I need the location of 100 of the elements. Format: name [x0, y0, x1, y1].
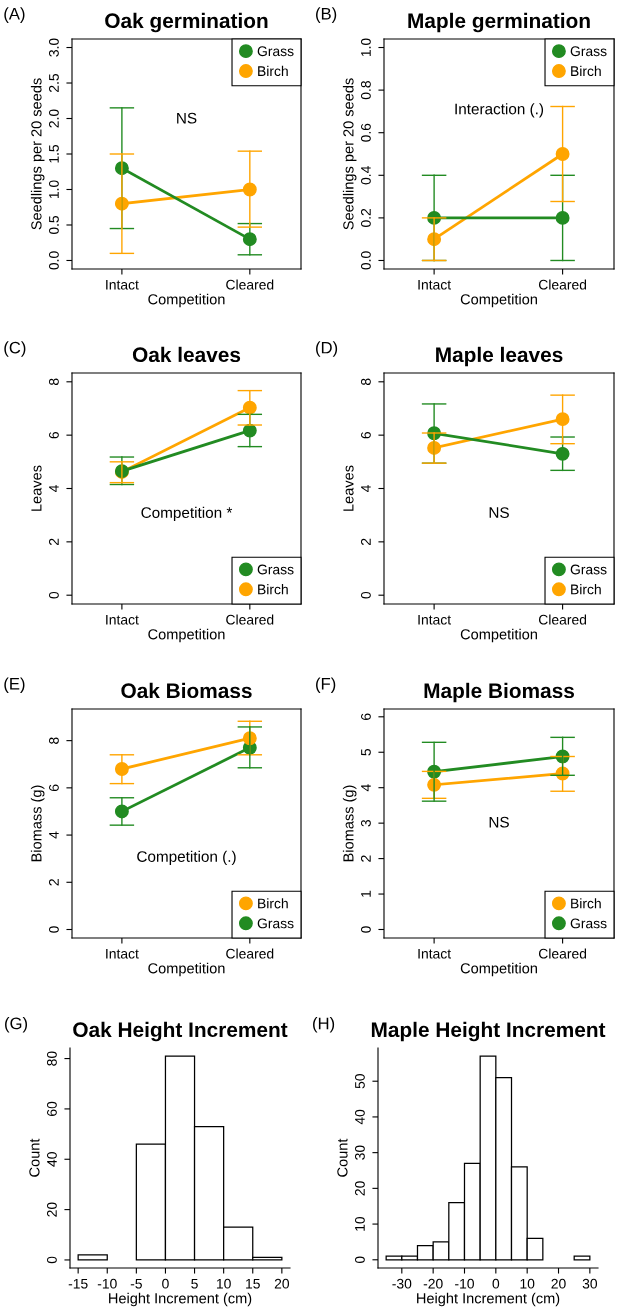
text: (F) — [316, 677, 336, 693]
y-tick-label: 2 — [49, 538, 59, 546]
x-axis-title: Competition — [148, 962, 225, 977]
x-axis-title: Competition — [460, 628, 537, 643]
y-tick-label: 4 — [49, 831, 59, 839]
y-tick-label: 0 — [361, 926, 371, 933]
y-axis-title: Leaves — [31, 465, 42, 511]
chart-title: Oak germination — [105, 12, 268, 33]
legend-label: Grass — [257, 46, 294, 57]
y-tick-label: 0 — [47, 1256, 57, 1264]
chart-title: Maple Height Increment — [371, 1021, 606, 1042]
y-tick-label: 2 — [361, 855, 371, 862]
legend-label: Birch — [258, 65, 288, 77]
y-tick-label: 0.0 — [361, 251, 371, 270]
x-tick-label: Cleared — [538, 948, 587, 959]
y-tick-label: 0.5 — [49, 215, 59, 235]
y-tick-label: 1.5 — [49, 144, 59, 163]
y-axis-title: Count — [29, 1138, 40, 1177]
x-tick-label: 0 — [162, 1278, 169, 1289]
y-tick-label: 0.6 — [361, 123, 371, 142]
x-tick-label: Intact — [106, 948, 139, 959]
chart-title: Oak Biomass — [121, 682, 252, 699]
legend-label: Grass — [570, 918, 607, 929]
text: (H) — [313, 1017, 335, 1033]
y-tick-label: 30 — [355, 1145, 365, 1160]
x-tick-label: Intact — [106, 614, 139, 625]
x-tick-label: Cleared — [226, 279, 274, 290]
y-tick-label: 2.0 — [49, 109, 59, 128]
y-tick-label: 2 — [49, 879, 59, 886]
x-tick-label: -15 — [68, 1278, 88, 1289]
x-tick-label: Cleared — [226, 948, 274, 959]
y-tick-label: 8 — [49, 737, 59, 744]
legend-label: Birch — [571, 65, 601, 77]
x-tick-label: 20 — [551, 1278, 566, 1289]
x-tick-label: Intact — [106, 279, 139, 290]
y-tick-label: 10 — [355, 1216, 365, 1231]
legend-label: Grass — [570, 46, 607, 57]
y-tick-label: 4 — [361, 485, 371, 493]
y-tick-label: 8 — [361, 378, 371, 386]
x-axis-title: Height Increment (cm) — [417, 1292, 560, 1307]
legend-label: Grass — [257, 564, 294, 575]
x-tick-label: Cleared — [538, 614, 587, 625]
x-tick-label: 10 — [520, 1278, 535, 1289]
chart-title: Maple leaves — [436, 346, 563, 367]
x-axis-title: Competition — [460, 293, 537, 308]
y-tick-label: 1 — [361, 890, 371, 897]
y-tick-label: 1.0 — [49, 180, 59, 199]
x-tick-label: Cleared — [226, 614, 274, 625]
x-tick-label: 10 — [216, 1278, 231, 1289]
y-tick-label: 6 — [361, 431, 371, 439]
y-tick-label: 20 — [47, 1202, 57, 1217]
x-axis-title: Competition — [148, 628, 225, 643]
x-tick-label: -5 — [130, 1278, 142, 1289]
y-tick-label: 50 — [355, 1074, 365, 1089]
x-tick-label: 15 — [246, 1278, 260, 1289]
y-axis-title: Seedlings per 20 seeds — [30, 78, 45, 230]
y-tick-label: 40 — [47, 1152, 57, 1167]
x-tick-label: Cleared — [538, 279, 587, 290]
x-tick-label: 0 — [492, 1278, 500, 1289]
legend-label: Grass — [257, 918, 294, 929]
y-tick-label: 40 — [355, 1109, 365, 1125]
y-tick-label: 5 — [361, 748, 371, 756]
x-tick-label: Intact — [418, 948, 451, 959]
y-tick-label: 8 — [49, 378, 59, 386]
y-tick-label: 0 — [355, 1256, 365, 1264]
legend-label: Birch — [258, 584, 288, 595]
y-axis-title: Leaves — [343, 465, 354, 511]
y-tick-label: 0.4 — [361, 166, 371, 185]
text: (E) — [4, 677, 25, 693]
x-tick-label: 20 — [274, 1278, 290, 1289]
chart-title: Maple germination — [408, 12, 590, 33]
y-axis-title: Seedlings per 20 seeds — [342, 78, 357, 230]
legend-label: Grass — [570, 564, 607, 575]
y-tick-label: 1.0 — [361, 38, 371, 57]
y-tick-label: 0.8 — [361, 81, 371, 100]
y-tick-label: 20 — [355, 1181, 365, 1196]
y-tick-label: 2 — [361, 538, 371, 546]
y-tick-label: 0.2 — [361, 208, 371, 227]
x-tick-label: -10 — [97, 1278, 117, 1289]
text: (C) — [4, 341, 26, 357]
text: (G) — [5, 1017, 28, 1033]
y-tick-label: 6 — [49, 784, 59, 792]
annotation: NS — [489, 816, 509, 828]
legend-label: Birch — [571, 584, 601, 595]
x-tick-label: Intact — [418, 279, 451, 290]
y-tick-label: 2.5 — [49, 73, 59, 92]
y-tick-label: 0.0 — [49, 251, 59, 270]
x-axis-title: Competition — [148, 293, 225, 308]
x-tick-label: Intact — [418, 614, 451, 625]
y-tick-label: 80 — [47, 1051, 57, 1066]
y-tick-label: 0 — [49, 926, 59, 933]
x-axis-title: Height Increment (cm) — [109, 1292, 252, 1307]
y-axis-title: Biomass (g) — [30, 785, 45, 862]
y-axis-title: Count — [337, 1138, 348, 1177]
annotation: Interaction (.) — [455, 103, 544, 118]
y-tick-label: 6 — [361, 713, 371, 720]
legend-label: Birch — [571, 898, 601, 909]
x-tick-label: 30 — [582, 1278, 598, 1289]
x-tick-label: -10 — [455, 1278, 474, 1289]
annotation: Competition (.) — [137, 850, 236, 865]
